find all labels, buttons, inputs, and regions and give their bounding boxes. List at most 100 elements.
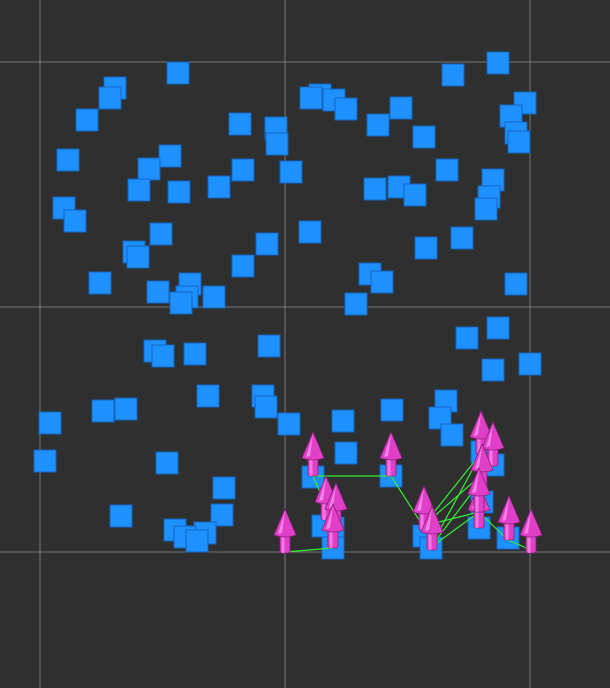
agent-arrow-icon <box>497 494 521 541</box>
agent-arrow-icon <box>379 430 403 477</box>
blue-square <box>331 409 355 433</box>
agent-arrow-icon <box>519 507 543 554</box>
agent-arrow-icon <box>273 507 297 554</box>
agent-shaft-highlight <box>387 456 391 476</box>
blue-square <box>155 451 179 475</box>
blue-square <box>450 226 474 250</box>
blue-square <box>474 197 498 221</box>
blue-square <box>151 344 175 368</box>
blue-square <box>210 503 234 527</box>
agent-head-highlight <box>326 506 333 529</box>
blue-square <box>166 61 190 85</box>
agent-arrow-icon <box>301 430 325 477</box>
blue-square <box>33 449 57 473</box>
blue-square <box>228 112 252 136</box>
agent-link <box>284 547 334 553</box>
blue-square <box>440 423 464 447</box>
blue-square <box>109 504 133 528</box>
blue-square <box>63 209 87 233</box>
agent-shaft-highlight <box>420 510 424 530</box>
blue-square <box>212 476 236 500</box>
agent-head <box>379 430 403 461</box>
agent-arrow-icon <box>481 420 505 467</box>
agent-head-highlight <box>384 434 391 457</box>
agent-head-highlight <box>474 413 481 436</box>
blue-square <box>127 178 151 202</box>
agent-head-highlight <box>319 478 326 501</box>
blue-square <box>169 291 193 315</box>
agent-head <box>497 494 521 525</box>
agent-shaft-highlight <box>309 456 313 476</box>
blue-square <box>56 148 80 172</box>
blue-square <box>366 113 390 137</box>
agent-shaft-highlight <box>489 446 493 466</box>
agent-shaft-highlight <box>329 528 333 548</box>
agent-shaft-highlight <box>475 508 479 528</box>
blue-square <box>91 399 115 423</box>
blue-square <box>299 86 323 110</box>
blue-square <box>334 441 358 465</box>
agent-shaft-highlight <box>527 533 531 553</box>
blue-square <box>370 270 394 294</box>
agent-arrow-icon <box>321 502 345 549</box>
blue-square <box>167 180 191 204</box>
blue-square <box>403 183 427 207</box>
blue-square <box>414 236 438 260</box>
blue-square <box>412 125 436 149</box>
blue-square <box>486 316 510 340</box>
agent-shaft-highlight <box>281 533 285 553</box>
agent-head-highlight <box>306 434 313 457</box>
agent-shaft-highlight <box>475 492 479 512</box>
blue-square <box>277 412 301 436</box>
blue-square <box>146 280 170 304</box>
agent-arrow-icon <box>420 504 444 551</box>
blue-square <box>207 175 231 199</box>
blue-square <box>75 108 99 132</box>
blue-square <box>389 96 413 120</box>
blue-square <box>455 326 479 350</box>
blue-square <box>344 292 368 316</box>
agents-layer <box>273 409 543 554</box>
blue-square <box>114 397 138 421</box>
blue-square <box>518 352 542 376</box>
blue-square <box>88 271 112 295</box>
blue-square <box>279 160 303 184</box>
agent-head-highlight <box>502 498 509 521</box>
agent-head-highlight <box>417 488 424 511</box>
agent-arrow-icon <box>467 466 491 513</box>
blue-square <box>504 272 528 296</box>
blue-square <box>183 342 207 366</box>
blue-square <box>255 232 279 256</box>
blue-square <box>38 411 62 435</box>
blue-square <box>202 285 226 309</box>
agent-head <box>301 430 325 461</box>
blue-square <box>158 144 182 168</box>
blue-square <box>334 97 358 121</box>
blue-square <box>257 334 281 358</box>
blue-square <box>298 220 322 244</box>
agent-link <box>429 511 480 549</box>
agent-head-highlight <box>425 508 432 531</box>
blue-square <box>441 63 465 87</box>
blue-square <box>149 222 173 246</box>
agent-head-highlight <box>524 511 531 534</box>
agent-head-highlight <box>475 446 482 469</box>
blue-square <box>196 384 220 408</box>
blue-square <box>486 51 510 75</box>
agent-shaft-highlight <box>322 500 326 520</box>
blue-square <box>137 157 161 181</box>
blue-square <box>126 245 150 269</box>
blue-square <box>185 529 209 553</box>
blue-square <box>231 254 255 278</box>
blue-square <box>481 358 505 382</box>
blue-square <box>265 132 289 156</box>
agent-head <box>519 507 543 538</box>
agent-arrow-icon <box>469 409 493 456</box>
agent-head-highlight <box>329 485 336 508</box>
agent-shaft-highlight <box>505 520 509 540</box>
blue-square <box>98 86 122 110</box>
agent-shaft-highlight <box>477 435 481 455</box>
